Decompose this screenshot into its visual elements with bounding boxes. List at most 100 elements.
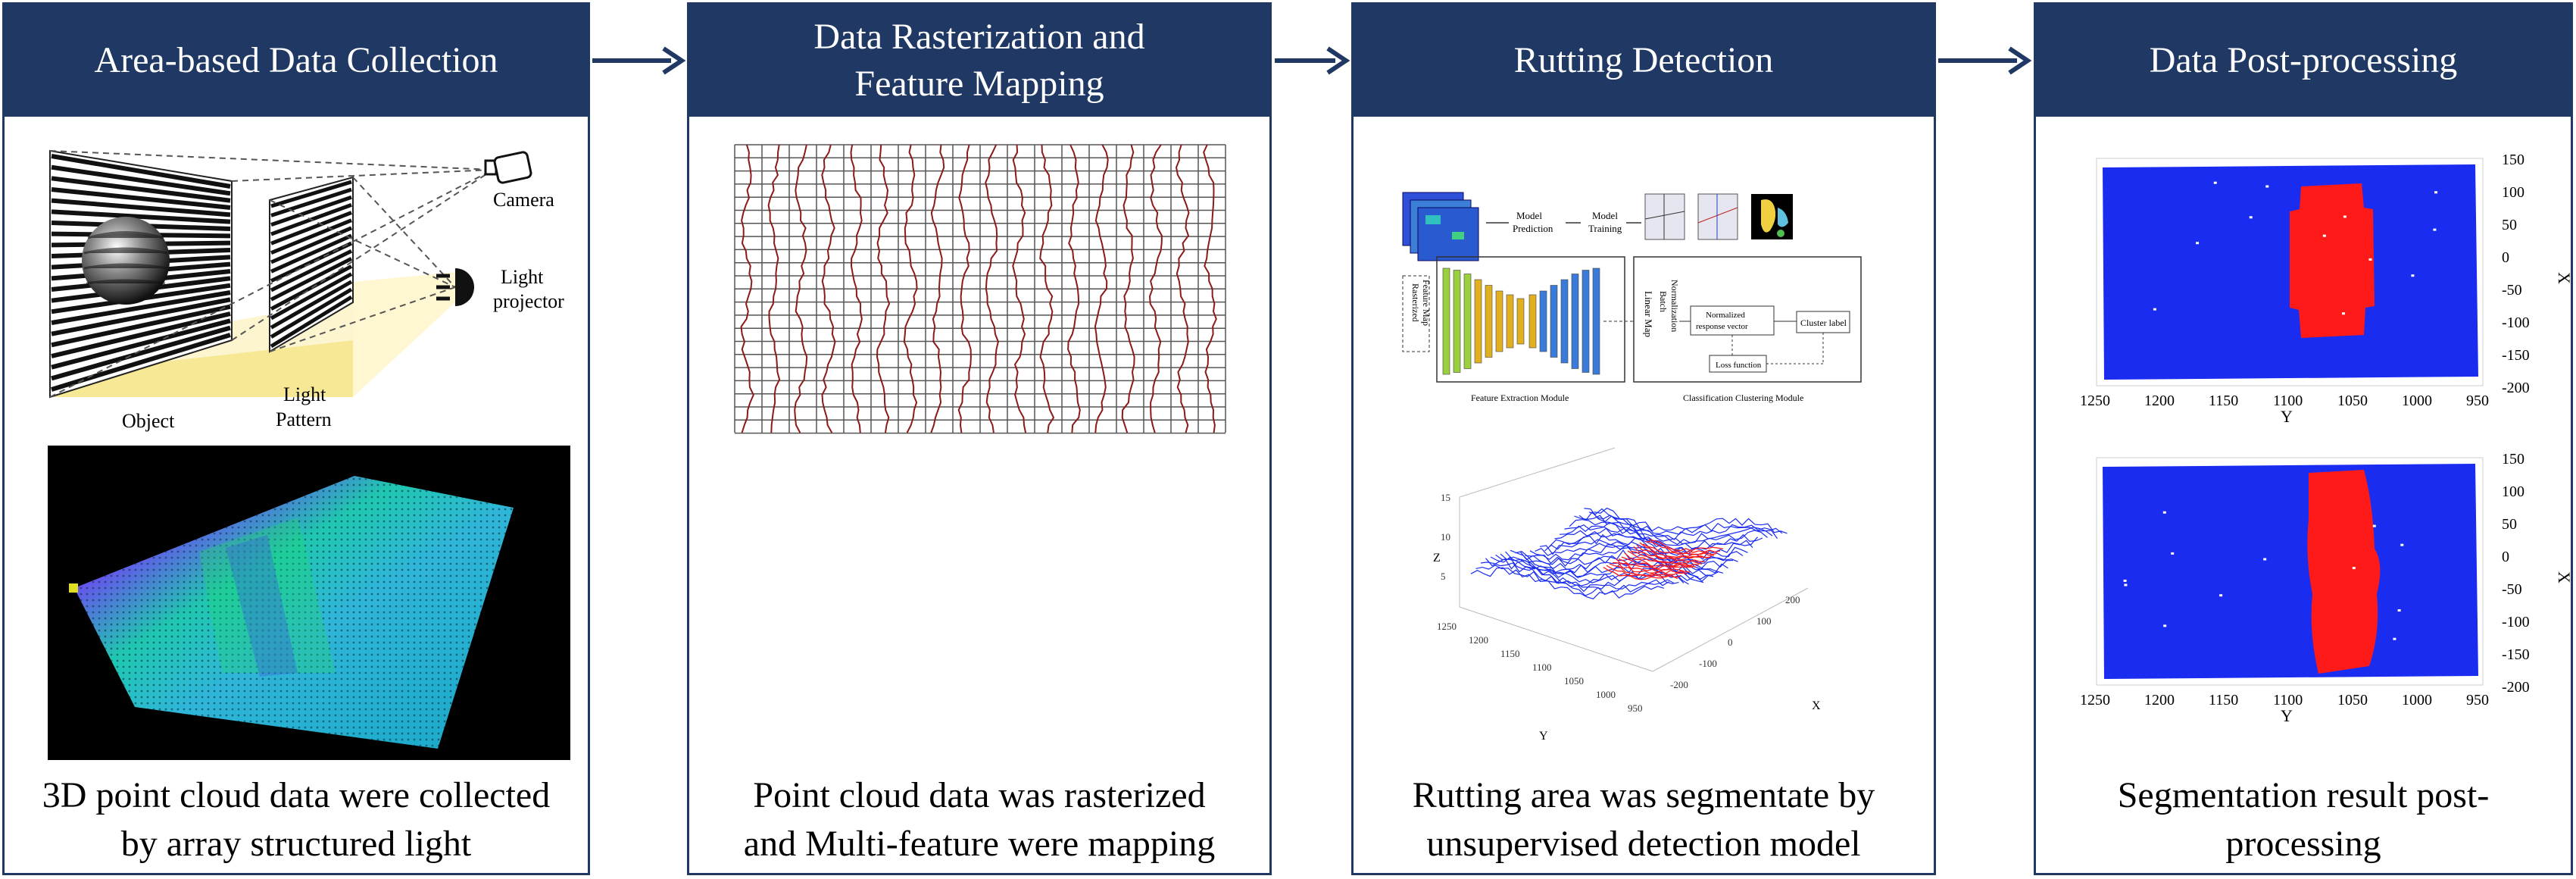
svg-text:Light: Light xyxy=(501,266,544,288)
rut-mesh-line xyxy=(1612,561,1688,575)
x-tick-label: 1050 xyxy=(2337,393,2368,409)
rut-segment xyxy=(2307,470,2381,674)
svg-text:Training: Training xyxy=(1588,223,1622,234)
flow-arrow-2 xyxy=(1275,46,1350,75)
mesh-line xyxy=(1470,567,1665,599)
svg-text:Y: Y xyxy=(1539,730,1548,743)
svg-text:X: X xyxy=(1812,699,1821,712)
encoder-layer xyxy=(1474,279,1482,364)
y-tick-label: -150 xyxy=(2502,347,2530,364)
step-caption: 3D point cloud data were collected by ar… xyxy=(42,775,551,864)
svg-text:Z: Z xyxy=(1433,552,1441,565)
mesh-line xyxy=(1559,525,1753,555)
profile-line xyxy=(740,144,754,433)
step-caption: Segmentation result post- processing xyxy=(2117,775,2490,864)
rut-mesh-line xyxy=(1648,539,1724,552)
x-tick-label: 1050 xyxy=(2337,692,2368,709)
encoder-layer xyxy=(1463,274,1472,369)
y-tick-label: 0 xyxy=(2502,549,2509,565)
mesh-line xyxy=(1569,519,1763,549)
rut-mesh-line xyxy=(1630,550,1706,564)
step-panel-post-processing: Data Post-processing 1250 1200 1150 1100 105… xyxy=(2034,2,2574,875)
multi-feature-heatmap xyxy=(717,444,1238,762)
step-caption: Point cloud data was rasterized and Mult… xyxy=(743,775,1216,864)
x-tick-label: 1100 xyxy=(2273,692,2303,709)
segmentation-result-postprocessed: 1250 1200 1150 1100 1050 1000 950 150 100 50 0 -50 -… xyxy=(2080,451,2574,725)
x-tick-label: 1200 xyxy=(2144,393,2175,409)
encoder-layer xyxy=(1506,294,1514,349)
x-tick-label: 1100 xyxy=(2273,393,2303,409)
y-tick-label: 1000 xyxy=(1596,689,1616,700)
step-title: Data Rasterization and Feature Mapping xyxy=(689,5,1269,117)
y-axis-label: X xyxy=(2555,272,2574,284)
rut-mesh-line xyxy=(1615,558,1691,574)
profile-line xyxy=(850,144,863,433)
step-title: Data Post-processing xyxy=(2036,5,2571,117)
y-tick-label: -100 xyxy=(2502,614,2530,630)
svg-text:Classification Clustering Modu: Classification Clustering Module xyxy=(1683,393,1803,403)
step-title: Area-based Data Collection xyxy=(5,5,588,117)
svg-text:Rasterized: Rasterized xyxy=(1410,283,1421,322)
mesh-line xyxy=(1594,507,1788,534)
svg-text:response vector: response vector xyxy=(1696,322,1748,331)
encoder-layer xyxy=(1560,279,1569,364)
y-tick-label: -200 xyxy=(2502,679,2530,696)
profile-line xyxy=(1148,144,1163,433)
z-tick-label: 5 xyxy=(1441,571,1446,582)
y-tick-label: 1050 xyxy=(1564,675,1584,687)
profile-line xyxy=(1121,144,1135,433)
y-axis-label: X xyxy=(2555,571,2574,583)
y-tick-label: -50 xyxy=(2502,581,2522,598)
segmentation-preview xyxy=(1751,194,1793,239)
y-tick-label: -50 xyxy=(2502,282,2522,299)
y-tick-label: 1100 xyxy=(1532,662,1552,673)
step-caption: Rutting area was segmentate by unsupervi… xyxy=(1412,775,1875,864)
camera-icon xyxy=(484,151,532,184)
rut-mesh-line xyxy=(1639,542,1715,558)
mesh-line xyxy=(1564,521,1758,553)
encoder-layer xyxy=(1571,274,1579,369)
y-tick-label: 0 xyxy=(2502,249,2509,266)
x-tick-label: 1150 xyxy=(2209,393,2238,409)
z-tick-label: 10 xyxy=(1441,531,1450,543)
rut-mesh-line xyxy=(1624,552,1700,568)
feature-map-stack xyxy=(1402,192,1479,261)
y-tick-label: -200 xyxy=(2502,380,2530,396)
encoder-layer xyxy=(1442,267,1450,375)
x-tick-label: 0 xyxy=(1728,637,1733,648)
svg-text:Feature Extraction Module: Feature Extraction Module xyxy=(1471,393,1569,403)
profile-line xyxy=(821,144,836,433)
x-tick-label: 1150 xyxy=(2209,692,2238,709)
x-tick-label: 100 xyxy=(1756,615,1772,627)
encoder-layer xyxy=(1539,290,1547,352)
svg-text:Batch: Batch xyxy=(1658,291,1669,312)
y-tick-label: 950 xyxy=(1628,702,1643,714)
profile-line xyxy=(1094,144,1109,433)
y-tick-label: 100 xyxy=(2502,184,2524,201)
encoder-layer xyxy=(1528,294,1537,349)
profile-line xyxy=(957,144,972,433)
x-tick-label: 1000 xyxy=(2402,692,2432,709)
profile-line xyxy=(1067,144,1081,433)
rut-mesh-line xyxy=(1642,543,1718,555)
profile-line xyxy=(1203,144,1217,433)
mesh-line xyxy=(1584,508,1778,540)
svg-text:Normalized: Normalized xyxy=(1706,311,1745,320)
y-tick-label: -100 xyxy=(2502,314,2530,331)
svg-text:Linear Map: Linear Map xyxy=(1643,291,1654,337)
profile-line xyxy=(1175,144,1190,433)
x-tick-label: 1200 xyxy=(2144,692,2175,709)
z-tick-label: 15 xyxy=(1441,492,1450,503)
step-title: Rutting Detection xyxy=(1354,5,1934,117)
y-tick-label: 150 xyxy=(2502,152,2524,168)
x-tick-label: 950 xyxy=(2466,393,2489,409)
svg-text:Light: Light xyxy=(283,383,326,405)
sphere-object xyxy=(82,217,170,305)
cluster-cube-2 xyxy=(1697,193,1738,240)
light-pattern-panel xyxy=(269,176,354,353)
x-tick-label: 1250 xyxy=(2080,393,2110,409)
flow-arrow-1 xyxy=(592,46,686,75)
y-tick-label: 50 xyxy=(2502,217,2517,233)
encoder-layer xyxy=(1453,270,1461,373)
encoder-layer xyxy=(1516,298,1525,345)
